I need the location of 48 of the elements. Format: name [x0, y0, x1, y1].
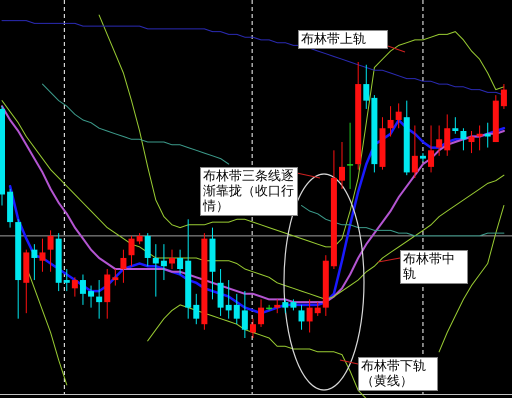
candlestick [64, 268, 70, 292]
candlestick [347, 122, 354, 190]
candlestick [306, 298, 313, 333]
candlestick [258, 298, 264, 328]
candlestick [460, 128, 466, 151]
annotation: 布林带中轨 [400, 250, 468, 284]
candlestick [484, 122, 491, 148]
candlestick [136, 232, 143, 245]
candlestick [468, 130, 475, 154]
text: 布林带上轨 [298, 30, 388, 49]
candlestick [112, 268, 118, 286]
candlestick [177, 249, 184, 276]
candlestick [193, 293, 200, 325]
annotation: 布林带三条线逐渐靠拢（收口行情） [200, 167, 298, 216]
candlestick [314, 302, 321, 316]
candlestick [290, 298, 296, 311]
candlestick [339, 142, 345, 190]
candlestick [250, 318, 256, 338]
candlestick [388, 106, 394, 138]
candlestick [234, 293, 240, 325]
candlestick [363, 64, 370, 110]
candlestick [298, 304, 305, 330]
candlestick [444, 114, 450, 156]
candlestick [396, 102, 402, 129]
candlestick [428, 124, 434, 173]
candlestick [169, 249, 175, 270]
candlestick [39, 238, 46, 272]
candlestick [72, 276, 78, 298]
candlestick [160, 244, 167, 281]
candlestick [128, 235, 135, 267]
candlestick [436, 124, 442, 156]
candlestick [120, 249, 126, 284]
candlestick [452, 116, 458, 134]
candlestick [226, 280, 232, 320]
candlestick [152, 244, 159, 298]
candlestick [80, 274, 86, 306]
candlestick [282, 298, 288, 314]
candlestick [500, 84, 507, 110]
candlestick [274, 298, 280, 314]
candlestick [88, 285, 94, 308]
candlestick [144, 232, 151, 267]
text: 布林带下轨（黄线） [358, 357, 438, 391]
candlestick [31, 244, 38, 281]
candlestick [412, 124, 418, 178]
candlestick [48, 230, 54, 272]
candlestick [96, 280, 102, 320]
candlestick [242, 290, 248, 338]
candlestick [476, 124, 483, 151]
